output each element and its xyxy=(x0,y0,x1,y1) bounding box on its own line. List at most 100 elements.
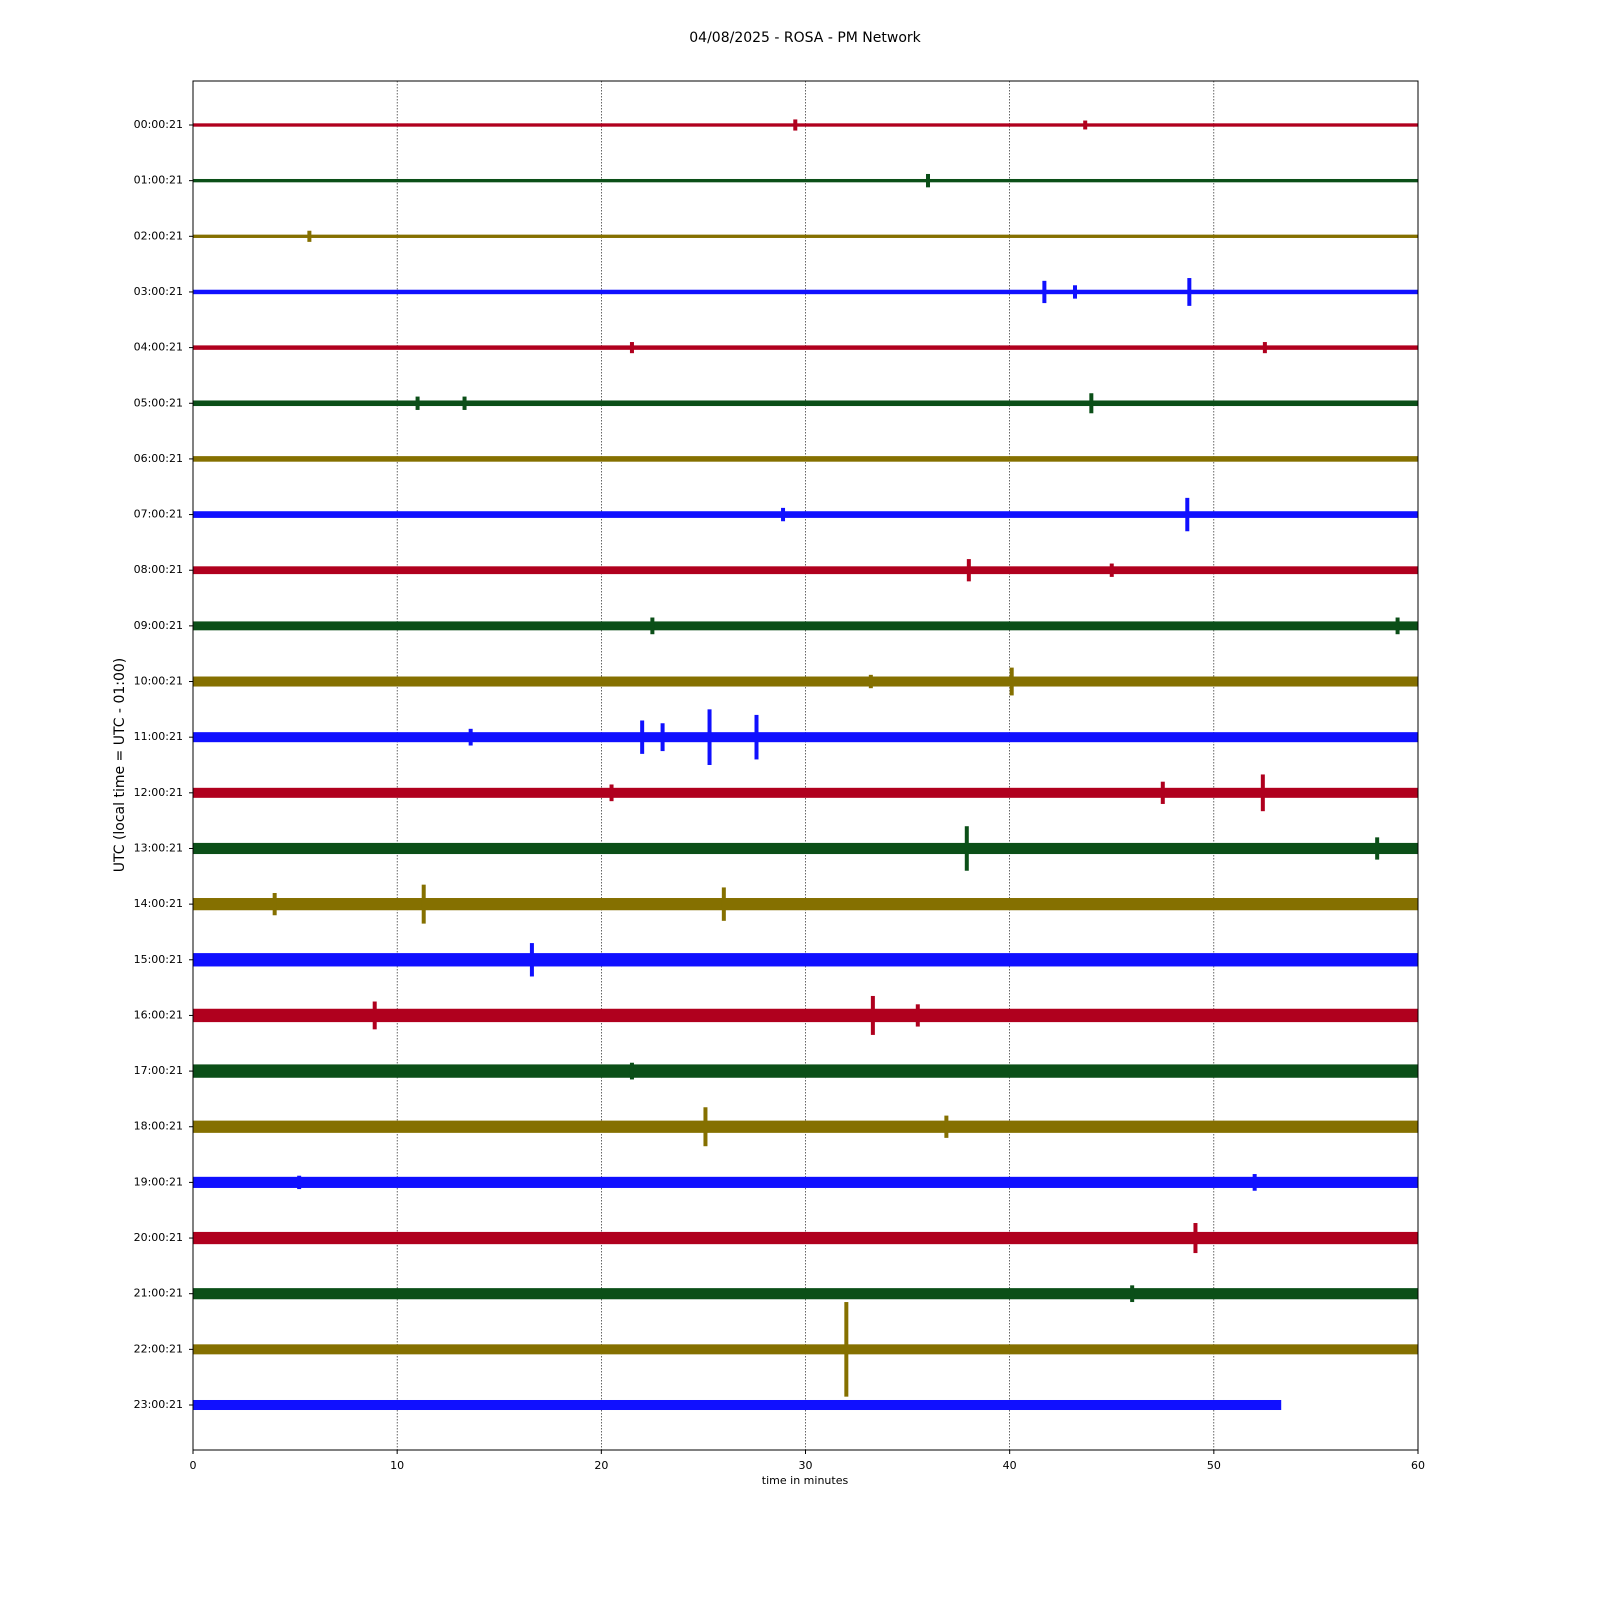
trace xyxy=(193,123,1418,127)
burst xyxy=(415,396,420,410)
burst xyxy=(1262,342,1267,354)
burst xyxy=(1193,1223,1198,1254)
trace xyxy=(193,732,1418,743)
y-tick-label: 22:00:21 xyxy=(134,1342,183,1355)
burst xyxy=(421,884,426,924)
x-tick-label: 0 xyxy=(190,1459,197,1472)
burst xyxy=(754,714,759,760)
trace xyxy=(193,898,1418,911)
burst xyxy=(1042,280,1047,304)
burst xyxy=(1187,278,1192,306)
trace xyxy=(193,953,1418,967)
y-tick-label: 11:00:21 xyxy=(134,730,183,743)
y-tick-label: 21:00:21 xyxy=(134,1287,183,1300)
burst xyxy=(870,995,875,1035)
y-tick-label: 05:00:21 xyxy=(134,396,183,409)
burst xyxy=(966,559,971,582)
x-tick-label: 60 xyxy=(1411,1459,1425,1472)
y-tick-label: 08:00:21 xyxy=(134,563,183,576)
burst xyxy=(844,1302,849,1397)
trace xyxy=(193,621,1418,631)
x-axis-label: time in minutes xyxy=(762,1474,849,1487)
y-tick-label: 07:00:21 xyxy=(134,508,183,521)
x-tick-label: 40 xyxy=(1003,1459,1017,1472)
y-tick-label: 12:00:21 xyxy=(134,786,183,799)
y-tick-label: 17:00:21 xyxy=(134,1064,183,1077)
burst xyxy=(1160,781,1165,804)
y-tick-label: 13:00:21 xyxy=(134,841,183,854)
burst xyxy=(660,723,665,752)
burst xyxy=(1009,667,1014,696)
y-axis-label: UTC (local time = UTC - 01:00) xyxy=(112,658,128,873)
burst xyxy=(707,709,712,765)
trace xyxy=(193,1176,1418,1188)
trace xyxy=(193,1008,1418,1023)
burst xyxy=(462,396,467,410)
y-tick-label: 06:00:21 xyxy=(134,452,183,465)
y-tick-label: 14:00:21 xyxy=(134,897,183,910)
y-tick-label: 02:00:21 xyxy=(134,229,183,242)
burst xyxy=(307,230,312,242)
y-tick-label: 01:00:21 xyxy=(134,174,183,187)
trace xyxy=(193,1064,1418,1078)
y-tick-label: 09:00:21 xyxy=(134,619,183,632)
x-tick-label: 10 xyxy=(390,1459,404,1472)
burst xyxy=(781,507,786,522)
plot-frame xyxy=(192,80,1419,1451)
burst xyxy=(529,943,534,977)
burst xyxy=(468,728,473,746)
x-tick-label: 20 xyxy=(594,1459,608,1472)
burst xyxy=(721,887,726,921)
trace xyxy=(193,400,1418,407)
trace xyxy=(193,234,1418,238)
burst xyxy=(1109,563,1114,577)
burst xyxy=(868,674,873,689)
y-tick-label: 10:00:21 xyxy=(134,675,183,688)
y-tick-label: 19:00:21 xyxy=(134,1175,183,1188)
burst xyxy=(964,826,969,871)
trace xyxy=(193,178,1418,183)
chart-title: 04/08/2025 - ROSA - PM Network xyxy=(689,30,921,46)
burst xyxy=(272,893,277,916)
x-tick-label: 30 xyxy=(799,1459,813,1472)
y-tick-label: 04:00:21 xyxy=(134,341,183,354)
burst xyxy=(926,173,930,188)
burst xyxy=(297,1175,302,1190)
trace xyxy=(193,456,1418,462)
burst xyxy=(1083,120,1088,130)
y-tick-label: 20:00:21 xyxy=(134,1231,183,1244)
burst xyxy=(915,1004,920,1027)
trace xyxy=(193,676,1418,687)
burst xyxy=(1252,1174,1257,1191)
burst xyxy=(640,720,645,754)
burst xyxy=(629,1062,634,1080)
burst xyxy=(372,1001,377,1030)
trace xyxy=(193,1344,1418,1355)
burst xyxy=(1395,617,1400,635)
burst xyxy=(1185,497,1190,532)
y-tick-label: 00:00:21 xyxy=(134,118,183,131)
burst xyxy=(650,617,655,635)
y-tick-label: 15:00:21 xyxy=(134,953,183,966)
y-tick-label: 23:00:21 xyxy=(134,1398,183,1411)
burst xyxy=(1375,837,1380,860)
burst xyxy=(629,342,634,354)
trace xyxy=(193,1120,1418,1133)
y-tick-label: 03:00:21 xyxy=(134,285,183,298)
burst xyxy=(944,1115,949,1138)
burst xyxy=(1130,1285,1135,1303)
trace xyxy=(193,842,1418,855)
burst xyxy=(793,119,798,131)
trace xyxy=(193,345,1418,350)
trace xyxy=(193,1288,1418,1300)
trace xyxy=(193,1399,1282,1411)
y-tick-label: 18:00:21 xyxy=(134,1120,183,1133)
burst xyxy=(609,784,614,802)
trace xyxy=(193,511,1418,518)
y-tick-label: 16:00:21 xyxy=(134,1008,183,1021)
burst xyxy=(703,1107,708,1147)
x-tick-label: 50 xyxy=(1207,1459,1221,1472)
